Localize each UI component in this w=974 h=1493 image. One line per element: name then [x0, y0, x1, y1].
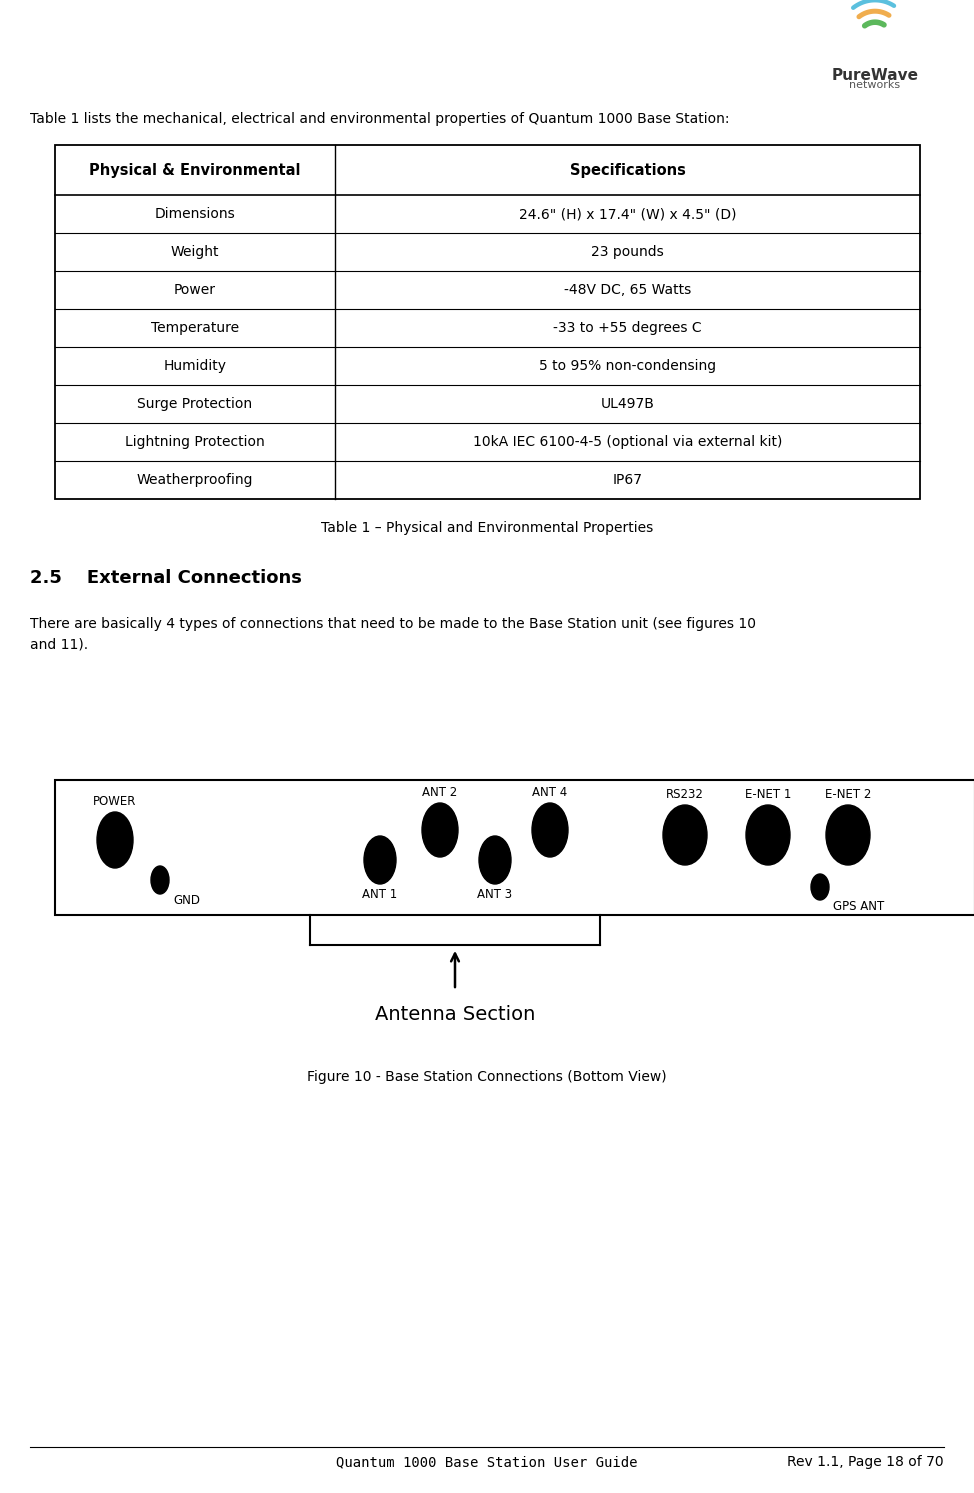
Text: 23 pounds: 23 pounds: [591, 245, 664, 258]
Text: ANT 2: ANT 2: [423, 785, 458, 799]
Text: 24.6" (H) x 17.4" (W) x 4.5" (D): 24.6" (H) x 17.4" (W) x 4.5" (D): [519, 208, 736, 221]
Text: Lightning Protection: Lightning Protection: [125, 434, 265, 449]
Bar: [55, 145, 920, 499]
Text: E-NET 1: E-NET 1: [745, 788, 791, 802]
Text: IP67: IP67: [613, 473, 643, 487]
Ellipse shape: [663, 805, 707, 864]
Text: 5 to 95% non-condensing: 5 to 95% non-condensing: [539, 358, 716, 373]
Text: 2.5    External Connections: 2.5 External Connections: [30, 569, 302, 587]
Text: Rev 1.1, Page 18 of 70: Rev 1.1, Page 18 of 70: [787, 1456, 944, 1469]
Text: RS232: RS232: [666, 788, 704, 802]
Ellipse shape: [826, 805, 870, 864]
Text: Temperature: Temperature: [151, 321, 239, 334]
Text: Figure 10 - Base Station Connections (Bottom View): Figure 10 - Base Station Connections (Bo…: [307, 1070, 667, 1084]
Ellipse shape: [422, 803, 458, 857]
Text: Physical & Environmental: Physical & Environmental: [90, 163, 301, 178]
Text: Table 1 lists the mechanical, electrical and environmental properties of Quantum: Table 1 lists the mechanical, electrical…: [30, 112, 730, 125]
Text: -48V DC, 65 Watts: -48V DC, 65 Watts: [564, 284, 692, 297]
Text: Humidity: Humidity: [164, 358, 227, 373]
Text: ANT 1: ANT 1: [362, 888, 397, 900]
Text: E-NET 2: E-NET 2: [825, 788, 871, 802]
Text: POWER: POWER: [94, 794, 136, 808]
Text: Table 1 – Physical and Environmental Properties: Table 1 – Physical and Environmental Pro…: [321, 521, 654, 534]
Text: Weight: Weight: [170, 245, 219, 258]
Text: Specifications: Specifications: [570, 163, 686, 178]
Text: -33 to +55 degrees C: -33 to +55 degrees C: [553, 321, 702, 334]
Text: PureWave: PureWave: [832, 69, 918, 84]
Bar: [55, 779, 974, 915]
Text: Dimensions: Dimensions: [155, 208, 236, 221]
Text: 10kA IEC 6100-4-5 (optional via external kit): 10kA IEC 6100-4-5 (optional via external…: [472, 434, 782, 449]
Ellipse shape: [364, 836, 396, 884]
Ellipse shape: [97, 812, 133, 867]
Text: Quantum 1000 Base Station User Guide: Quantum 1000 Base Station User Guide: [336, 1456, 638, 1469]
Text: Antenna Section: Antenna Section: [375, 1005, 535, 1024]
Text: ANT 4: ANT 4: [533, 785, 568, 799]
Text: networks: networks: [849, 81, 901, 90]
Text: There are basically 4 types of connections that need to be made to the Base Stat: There are basically 4 types of connectio…: [30, 617, 756, 651]
Text: GND: GND: [173, 894, 200, 908]
Ellipse shape: [151, 866, 169, 894]
Ellipse shape: [479, 836, 511, 884]
Text: UL497B: UL497B: [601, 397, 655, 411]
Text: Surge Protection: Surge Protection: [137, 397, 252, 411]
Ellipse shape: [746, 805, 790, 864]
Ellipse shape: [532, 803, 568, 857]
Text: Weatherproofing: Weatherproofing: [136, 473, 253, 487]
Text: GPS ANT: GPS ANT: [833, 900, 884, 914]
Ellipse shape: [811, 873, 829, 900]
Text: ANT 3: ANT 3: [477, 888, 512, 900]
Text: Power: Power: [174, 284, 216, 297]
